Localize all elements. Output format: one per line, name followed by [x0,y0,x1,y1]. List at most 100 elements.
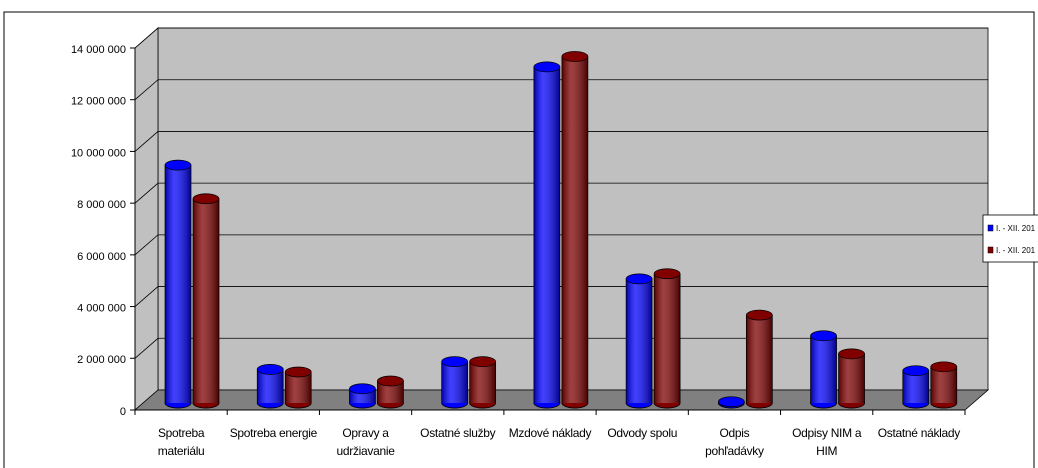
bar-top [653,268,681,280]
bar-shade [746,315,773,403]
bar-outline [349,388,376,409]
x-tick-label: Odpisy NIM a HIM [792,426,862,458]
bar-shade [838,353,865,403]
legend-swatch [987,224,994,232]
bar-outline [930,366,958,409]
legend-label: I. - XII. 201 [996,224,1036,233]
x-tick-label: Spotreba energie [229,426,318,440]
y-tick-label: 6 000 000 [77,251,126,263]
bar [192,193,220,409]
bar-shade [626,278,653,403]
bar-top [469,356,497,367]
bar [349,383,376,409]
bar-shade [930,366,957,403]
bar [745,309,773,409]
bar-outline [533,66,561,409]
x-tick-label: Spotreba materiálu [157,426,205,458]
bar-top [256,364,284,375]
x-tick-label: Ostatné náklady [877,426,961,440]
y-tick-label: 0 [120,406,126,418]
bar-top [533,61,561,73]
bar-shade [193,198,219,403]
bar [533,61,561,409]
bar [625,273,653,409]
y-tick-label: 10 000 000 [71,147,126,159]
y-tick-label: 2 000 000 [77,354,126,366]
bar-shade [469,361,496,403]
bar-shade [902,370,929,403]
bar [284,366,312,409]
bar-shade [377,381,404,403]
x-tick-label: Mzdové náklady [508,426,592,440]
y-tick-label: 14 000 000 [71,44,126,56]
bar-outline [284,371,312,409]
x-tick-label: Opravy a udržiavanie [336,426,395,458]
grid-line [134,79,988,101]
bar-outline [469,361,497,409]
y-tick-label: 12 000 000 [71,96,126,108]
bar-top [810,330,837,342]
bar [838,348,865,409]
bar-top [441,356,469,367]
bar-outline [838,353,865,409]
legend-box [982,214,1038,263]
grid-line [134,131,988,152]
bar-top [625,273,653,285]
x-tick-label: Ostatné služby [420,426,496,440]
bar-top [349,383,376,395]
legend-swatch [987,246,994,254]
bar-top [745,309,773,321]
axis: 0 2 000 000 4 000 000 6 000 000 8 000 000 10 … [71,44,966,418]
bar-outline [192,198,220,409]
grid-line [134,27,988,49]
bar-outline [902,370,930,409]
bar [717,396,745,409]
bar-outline [745,315,773,409]
bar-outline [256,369,284,409]
bar-shade [533,66,560,403]
grid-line [134,182,988,204]
bar-outline [164,165,192,409]
grid-line [134,234,988,256]
bar [377,375,404,409]
bar-top [284,366,312,378]
bar-outline [653,273,681,409]
bar-outline [441,361,469,409]
bar [164,159,192,409]
bar-shade [441,361,468,403]
bars [164,51,958,409]
bar [561,51,589,409]
y-tick-label: 4 000 000 [77,302,126,314]
bar-shade [654,273,681,403]
legend: I. - XII. 201 I. - XII. 201 [987,224,1036,255]
bar-outline [377,381,404,409]
bar-top [192,193,220,205]
bar [810,330,837,409]
bar-shade [257,369,284,403]
bar [930,361,958,409]
y-tick-label: 8 000 000 [77,199,126,211]
grid [134,27,988,359]
bar-top [838,348,865,360]
bar-outline [810,335,837,409]
legend-label: I. - XII. 201 [996,246,1036,255]
bar-outline [625,278,653,409]
bar-outline [561,56,589,409]
bar-shade [561,56,588,404]
x-tick-label: Odvody spolu [607,426,678,440]
bar-outline [717,401,745,409]
x-tick-label: Odpis pohľadávky [705,426,764,458]
bar-top [377,375,404,387]
grid-line [134,337,988,359]
side-wall [134,27,159,411]
bar [256,364,284,409]
bar-shade [165,165,191,403]
bar-top [561,51,589,62]
bar [902,365,930,409]
grid-line [134,286,988,307]
bar [441,356,469,409]
bar-top [717,396,745,408]
bar [653,268,681,409]
bar-shade [810,335,837,403]
